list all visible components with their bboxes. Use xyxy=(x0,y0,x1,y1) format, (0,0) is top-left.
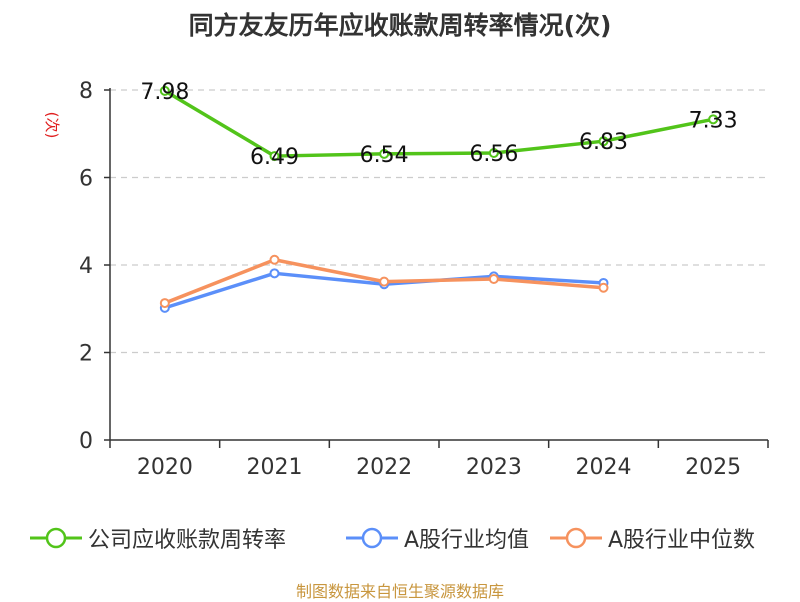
data-point xyxy=(379,276,390,287)
data-point xyxy=(269,254,280,265)
x-tick-label: 2025 xyxy=(685,455,741,480)
data-label: 7.33 xyxy=(689,108,738,133)
y-tick-label: 0 xyxy=(79,429,93,454)
data-point xyxy=(488,274,499,284)
source-note: 制图数据来自恒生聚源数据库 xyxy=(295,582,504,601)
data-point xyxy=(488,148,499,158)
legend: 公司应收账款周转率 A股行业均值 A股行业中位数 xyxy=(0,520,800,556)
y-tick-label: 2 xyxy=(79,342,93,367)
data-point xyxy=(598,282,609,293)
legend-item[interactable]: A股行业中位数 xyxy=(550,520,755,556)
legend-marker-icon xyxy=(30,527,82,549)
legend-label: 公司应收账款周转率 xyxy=(88,528,287,553)
data-point xyxy=(159,298,170,309)
data-point xyxy=(269,268,280,279)
y-axis-label: (次) xyxy=(43,112,61,139)
y-tick-label: 8 xyxy=(79,79,93,104)
data-label: 7.98 xyxy=(140,80,189,105)
series-line xyxy=(163,89,714,158)
x-tick-label: 2023 xyxy=(466,455,522,480)
legend-label: A股行业中位数 xyxy=(608,528,756,553)
data-point xyxy=(598,136,609,147)
data-label: 6.56 xyxy=(469,142,518,167)
legend-item[interactable]: A股行业均值 xyxy=(346,520,529,556)
legend-marker-icon xyxy=(346,527,398,549)
data-label: 6.54 xyxy=(360,143,409,168)
y-tick-label: 4 xyxy=(79,254,93,279)
legend-item[interactable]: 公司应收账款周转率 xyxy=(30,520,286,556)
chart-title: 同方友友历年应收账款周转率情况(次) xyxy=(188,11,612,40)
data-point xyxy=(159,85,170,96)
x-tick-label: 2022 xyxy=(356,455,412,480)
x-tick-label: 2021 xyxy=(247,455,303,480)
data-label: 6.49 xyxy=(250,145,299,170)
x-tick-label: 2020 xyxy=(137,455,193,480)
data-point xyxy=(379,148,390,159)
y-tick-label: 6 xyxy=(79,167,93,192)
data-label: 6.83 xyxy=(579,130,628,155)
legend-marker-icon xyxy=(550,527,602,549)
x-tick-label: 2024 xyxy=(576,455,632,480)
data-point xyxy=(269,151,280,162)
data-point xyxy=(708,114,719,125)
legend-label: A股行业均值 xyxy=(404,528,530,553)
